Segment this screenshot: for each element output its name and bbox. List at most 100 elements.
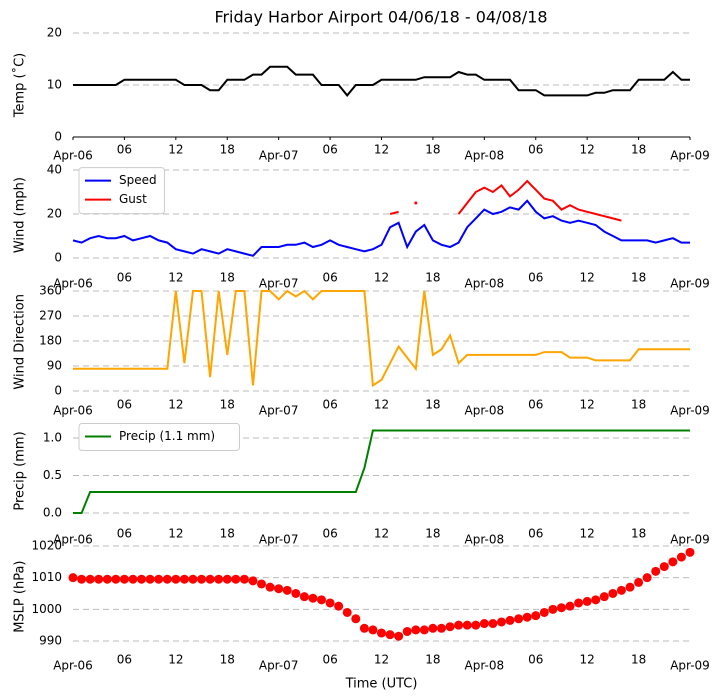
data-point: [274, 584, 284, 594]
y-tick-label: 20: [47, 26, 62, 40]
data-point: [531, 611, 541, 621]
data-point: [428, 623, 438, 633]
data-point: [317, 595, 327, 605]
x-tick-label: 18: [425, 143, 440, 157]
x-tick-label: 12: [580, 271, 595, 285]
x-tick-label: Apr-06: [53, 533, 93, 547]
legend-box: [78, 423, 240, 451]
data-point: [565, 601, 575, 611]
data-point: [385, 630, 395, 640]
y-tick-label: 10: [47, 78, 62, 92]
x-axis-label: Time (UTC): [345, 677, 418, 692]
legend-box: [78, 167, 165, 215]
y-tick-label: 1010: [31, 570, 62, 584]
data-point: [368, 625, 378, 635]
data-point: [608, 588, 618, 598]
x-tick-label: 12: [168, 271, 183, 285]
x-tick-label: 18: [220, 398, 235, 412]
x-tick-label: Apr-08: [465, 659, 505, 673]
x-tick-label: Apr-07: [259, 149, 299, 163]
x-tick-label: Apr-06: [53, 277, 93, 291]
x-tick-label: 18: [425, 271, 440, 285]
data-point: [625, 582, 635, 592]
data-point: [68, 573, 78, 583]
data-point: [334, 601, 344, 611]
data-point: [479, 619, 489, 629]
x-tick-label: 18: [631, 527, 646, 541]
x-tick-label: 06: [528, 143, 543, 157]
data-point: [616, 585, 626, 595]
data-point: [539, 607, 549, 617]
x-tick-label: 06: [322, 653, 337, 667]
y-tick-label: 0: [54, 251, 62, 265]
x-tick-label: 12: [580, 143, 595, 157]
x-tick-label: 06: [117, 398, 132, 412]
x-tick-label: 06: [322, 143, 337, 157]
data-point: [488, 619, 498, 629]
data-point: [222, 574, 232, 584]
x-tick-label: 06: [322, 271, 337, 285]
data-point: [651, 566, 661, 576]
data-point: [197, 574, 207, 584]
x-tick-label: 12: [580, 398, 595, 412]
data-point: [377, 628, 386, 638]
data-point: [351, 614, 361, 624]
y-tick-label: 0.0: [43, 506, 62, 520]
x-tick-label: 18: [425, 398, 440, 412]
data-point: [462, 620, 472, 630]
data-point: [414, 201, 418, 205]
x-tick-label: Apr-09: [670, 533, 710, 547]
data-point: [188, 574, 198, 584]
x-tick-label: Apr-08: [465, 533, 505, 547]
data-point: [574, 598, 584, 608]
data-point: [394, 631, 404, 641]
data-point: [257, 579, 267, 589]
data-point: [522, 612, 532, 622]
data-point: [111, 574, 121, 584]
data-point: [402, 626, 412, 636]
x-tick-label: 18: [425, 527, 440, 541]
chart-title: Friday Harbor Airport 04/06/18 - 04/08/1…: [214, 8, 547, 27]
data-point: [128, 574, 138, 584]
series-line: [73, 429, 690, 514]
y-axis-label: Wind (mph): [13, 177, 28, 253]
y-axis-label: Wind Direction: [13, 294, 28, 390]
x-tick-label: 06: [528, 527, 543, 541]
y-axis-label: Precip (mm): [13, 431, 28, 510]
data-point: [676, 552, 686, 562]
data-point: [248, 576, 258, 586]
data-point: [179, 574, 189, 584]
y-tick-label: 1.0: [43, 431, 62, 445]
x-tick-label: Apr-06: [53, 404, 93, 418]
data-point: [162, 574, 172, 584]
legend-label: Gust: [119, 192, 147, 206]
y-tick-label: 40: [47, 163, 62, 177]
data-point: [205, 574, 215, 584]
x-tick-label: 12: [374, 143, 389, 157]
y-tick-label: 360: [39, 283, 62, 297]
data-point: [419, 625, 429, 635]
data-point: [591, 595, 601, 605]
data-point: [214, 574, 224, 584]
data-point: [505, 615, 515, 625]
y-tick-label: 90: [47, 358, 62, 372]
data-point: [239, 574, 249, 584]
data-point: [556, 603, 566, 613]
x-tick-label: Apr-09: [670, 149, 710, 163]
x-tick-label: 18: [631, 653, 646, 667]
data-point: [145, 574, 155, 584]
data-point: [291, 588, 301, 598]
y-tick-label: 0: [54, 383, 62, 397]
x-tick-label: 12: [374, 398, 389, 412]
x-tick-label: 18: [631, 398, 646, 412]
x-tick-label: 06: [117, 527, 132, 541]
x-tick-label: 18: [631, 143, 646, 157]
series-line: [73, 65, 690, 97]
x-tick-label: Apr-08: [465, 277, 505, 291]
x-tick-label: 12: [580, 653, 595, 667]
y-tick-label: 270: [39, 308, 62, 322]
y-tick-label: 180: [39, 333, 62, 347]
data-point: [342, 607, 352, 617]
data-point: [582, 596, 592, 606]
